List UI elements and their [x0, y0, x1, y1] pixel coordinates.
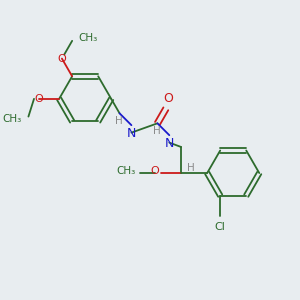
Text: H: H — [153, 125, 161, 136]
Text: Cl: Cl — [215, 222, 226, 232]
Text: H: H — [116, 116, 123, 125]
Text: N: N — [127, 127, 136, 140]
Text: CH₃: CH₃ — [3, 114, 22, 124]
Text: O: O — [58, 54, 66, 64]
Text: O: O — [150, 166, 159, 176]
Text: N: N — [165, 137, 174, 150]
Text: CH₃: CH₃ — [79, 33, 98, 43]
Text: O: O — [163, 92, 172, 105]
Text: H: H — [187, 164, 194, 173]
Text: O: O — [34, 94, 43, 104]
Text: CH₃: CH₃ — [116, 166, 136, 176]
